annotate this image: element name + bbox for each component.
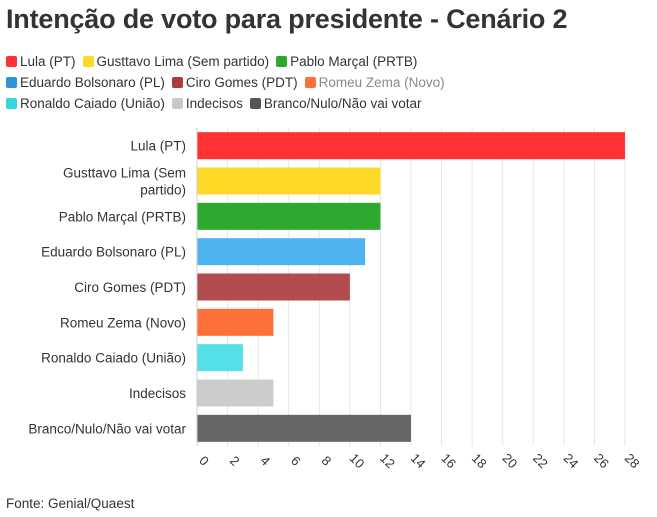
bar-8 bbox=[197, 414, 411, 442]
category-label-line: Lula (PT) bbox=[130, 139, 186, 154]
bar-2 bbox=[197, 202, 381, 230]
legend-swatch bbox=[6, 98, 17, 109]
category-label: Ronaldo Caiado (União) bbox=[41, 351, 186, 366]
category-label: Lula (PT) bbox=[130, 139, 186, 154]
legend-item[interactable]: Gusttavo Lima (Sem partido) bbox=[82, 54, 270, 69]
x-tick-label: 12 bbox=[377, 450, 398, 471]
x-tick-label: 8 bbox=[319, 453, 335, 469]
x-tick-label: 16 bbox=[438, 450, 459, 471]
x-tick-label: 26 bbox=[591, 450, 612, 471]
legend-label: Pablo Marçal (PRTB) bbox=[290, 54, 418, 69]
legend-swatch bbox=[249, 98, 261, 109]
category-label: Indecisos bbox=[129, 386, 186, 401]
legend-swatch bbox=[171, 77, 183, 88]
legend-label: Branco/Nulo/Não vai votar bbox=[263, 96, 422, 111]
category-label-line: Ciro Gomes (PDT) bbox=[74, 280, 186, 295]
bar-0 bbox=[197, 132, 625, 160]
category-label-line: Branco/Nulo/Não vai votar bbox=[28, 421, 186, 436]
x-tick-label: 20 bbox=[499, 450, 520, 471]
category-label: Pablo Marçal (PRTB) bbox=[59, 209, 186, 224]
bar-3 bbox=[197, 238, 366, 266]
category-label-line: Ronaldo Caiado (União) bbox=[41, 351, 186, 366]
legend-row: Ronaldo Caiado (União) Indecisos Branco/Nu… bbox=[6, 93, 636, 114]
legend-label: Ciro Gomes (PDT) bbox=[185, 75, 298, 90]
legend-swatch bbox=[276, 56, 288, 67]
legend-label: Indecisos bbox=[185, 96, 243, 111]
category-label-line: partido) bbox=[140, 183, 186, 198]
x-tick-label: 24 bbox=[561, 450, 582, 471]
category-label: Romeu Zema (Novo) bbox=[60, 315, 186, 330]
chart-legend: Lula (PT) Gusttavo Lima (Sem partido) Pabl… bbox=[6, 51, 636, 114]
legend-label: Gusttavo Lima (Sem partido) bbox=[96, 54, 270, 69]
legend-label: Eduardo Bolsonaro (PL) bbox=[20, 75, 165, 90]
x-tick-label: 0 bbox=[196, 453, 212, 469]
category-label: Branco/Nulo/Não vai votar bbox=[28, 421, 186, 436]
bar-5 bbox=[197, 308, 274, 336]
bar-4 bbox=[197, 273, 350, 301]
category-label-line: Indecisos bbox=[129, 386, 186, 401]
legend-item[interactable]: Eduardo Bolsonaro (PL) bbox=[6, 75, 165, 90]
legend-swatch bbox=[82, 56, 94, 67]
bar-1 bbox=[197, 167, 381, 195]
category-label-line: Romeu Zema (Novo) bbox=[60, 315, 186, 330]
legend-item[interactable]: Indecisos bbox=[171, 96, 243, 111]
legend-swatch bbox=[6, 56, 17, 67]
x-tick-label: 4 bbox=[257, 453, 273, 469]
legend-row: Eduardo Bolsonaro (PL) Ciro Gomes (PDT) Ro… bbox=[6, 72, 636, 93]
bar-6 bbox=[197, 344, 243, 372]
legend-item[interactable]: Lula (PT) bbox=[6, 54, 76, 69]
chart-title: Intenção de voto para presidente - Cenár… bbox=[6, 4, 568, 34]
category-label: Ciro Gomes (PDT) bbox=[74, 280, 186, 295]
legend-item[interactable]: Romeu Zema (Novo) bbox=[304, 75, 445, 90]
category-label-line: Pablo Marçal (PRTB) bbox=[59, 209, 186, 224]
category-label-line: Eduardo Bolsonaro (PL) bbox=[41, 245, 186, 260]
legend-item[interactable]: Ronaldo Caiado (União) bbox=[6, 96, 165, 111]
source-note: Fonte: Genial/Quaest bbox=[6, 496, 135, 511]
x-tick-label: 22 bbox=[530, 450, 551, 471]
legend-label: Lula (PT) bbox=[20, 54, 76, 69]
x-tick-label: 6 bbox=[288, 453, 304, 469]
x-tick-label: 18 bbox=[469, 450, 490, 471]
legend-label: Ronaldo Caiado (União) bbox=[20, 96, 165, 111]
x-tick-label: 10 bbox=[347, 450, 368, 471]
x-tick-label: 2 bbox=[227, 453, 243, 469]
x-tick-label: 28 bbox=[622, 450, 643, 471]
legend-item[interactable]: Pablo Marçal (PRTB) bbox=[276, 54, 417, 69]
legend-item[interactable]: Branco/Nulo/Não vai votar bbox=[249, 96, 422, 111]
category-label: Gusttavo Lima (Sem partido) bbox=[63, 166, 186, 198]
legend-item[interactable]: Ciro Gomes (PDT) bbox=[171, 75, 298, 90]
category-label: Eduardo Bolsonaro (PL) bbox=[41, 245, 186, 260]
legend-row: Lula (PT) Gusttavo Lima (Sem partido) Pabl… bbox=[6, 51, 636, 72]
category-label-line: Gusttavo Lima (Sem bbox=[63, 166, 186, 181]
x-tick-label: 14 bbox=[408, 450, 429, 471]
legend-label: Romeu Zema (Novo) bbox=[318, 75, 445, 90]
legend-swatch bbox=[304, 77, 316, 88]
legend-swatch bbox=[6, 77, 17, 88]
legend-swatch bbox=[171, 98, 183, 109]
bar-7 bbox=[197, 379, 274, 407]
